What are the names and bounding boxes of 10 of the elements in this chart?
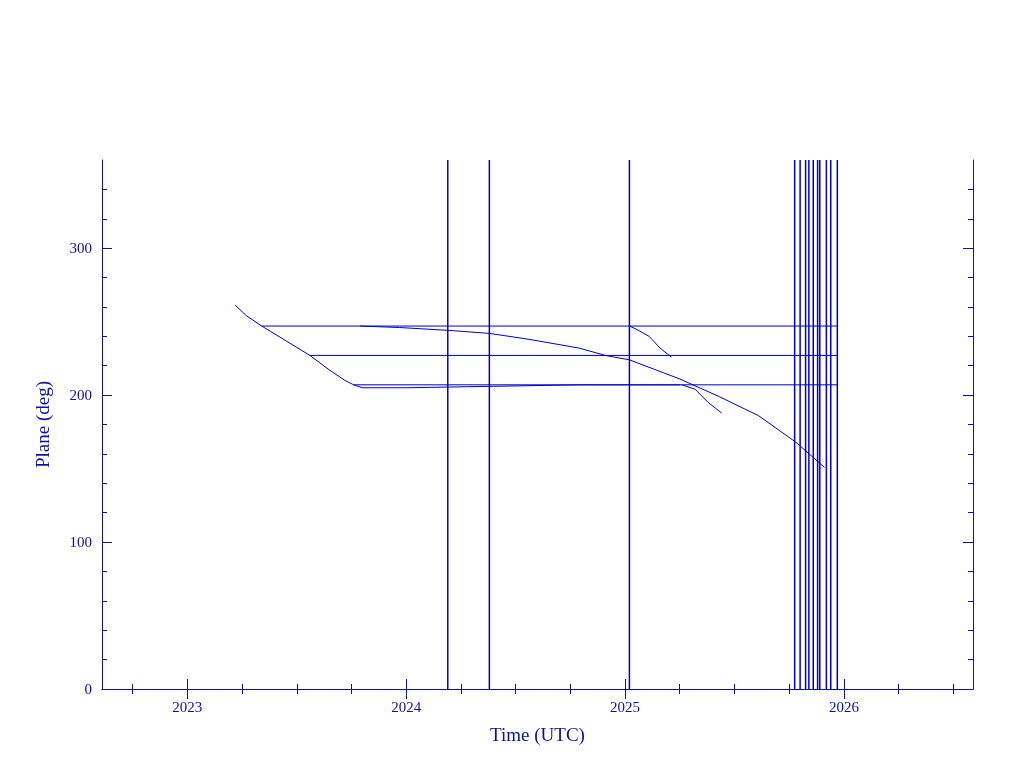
x-tick-label: 2026: [828, 698, 860, 715]
y-tick-label: 0: [84, 681, 92, 697]
y-axis-title: Plane (deg): [32, 380, 54, 469]
x-axis-title: Time (UTC): [490, 724, 585, 746]
y-tick-label: 100: [69, 534, 92, 551]
x-tick-label: 2025: [610, 698, 641, 715]
x-tick-label: 2023: [172, 698, 203, 715]
y-tick-label: 300: [69, 240, 92, 257]
y-tick-label: 200: [69, 387, 92, 404]
x-tick-label: 2024: [391, 698, 422, 715]
